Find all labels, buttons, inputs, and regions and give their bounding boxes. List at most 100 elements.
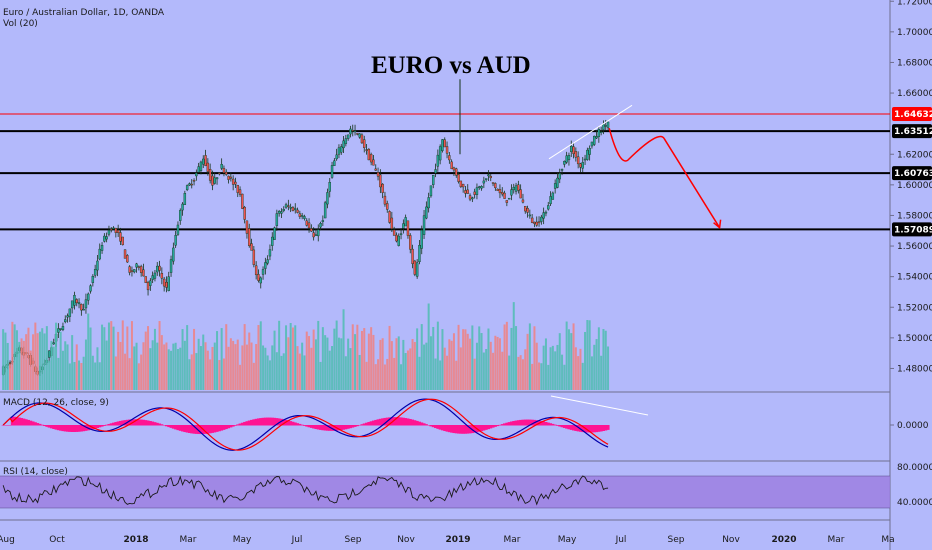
candle-body (227, 175, 230, 180)
rsi-legend[interactable]: RSI (14, close) (3, 467, 68, 477)
price-tick-label: 1.68000 (897, 58, 932, 68)
candle-body (271, 236, 274, 246)
macd-histogram-group (1, 416, 610, 435)
volume-bar (528, 323, 531, 390)
volume-bar (363, 328, 366, 390)
candle-body (204, 155, 207, 166)
macd-histogram-bar (406, 418, 410, 426)
volume-bar (549, 347, 552, 390)
volume-bar (266, 355, 269, 390)
volume-bar (533, 326, 536, 390)
macd-histogram-bar (351, 425, 355, 428)
macd-histogram-bar (523, 419, 527, 426)
candle-body (363, 139, 366, 148)
candle-body (181, 203, 184, 211)
volume-bar (492, 352, 495, 390)
candle-body (503, 192, 506, 199)
macd-histogram-bar (367, 421, 371, 426)
candle-body (225, 171, 228, 175)
volume-bar (420, 324, 423, 390)
volume-bar (427, 303, 430, 390)
macd-histogram-bar (210, 425, 214, 433)
x-axis-label: Nov (722, 535, 740, 545)
volume-bar (213, 342, 216, 390)
candle-body (418, 245, 421, 263)
volume-bar (554, 351, 557, 390)
macd-histogram-bar (555, 425, 559, 426)
volume-bar (156, 342, 159, 390)
macd-histogram-bar (521, 419, 525, 426)
macd-histogram-bar (231, 425, 235, 427)
volume-bar (354, 334, 357, 390)
macd-histogram-bar (530, 419, 534, 426)
volume-bar (462, 329, 465, 390)
macd-histogram-bar (6, 425, 10, 426)
volume-bar (282, 353, 285, 390)
candle-body (489, 176, 492, 179)
volume-bar (455, 360, 458, 390)
candle-body (98, 248, 101, 260)
macd-legend[interactable]: MACD (12, 26, close, 9) (3, 398, 109, 408)
macd-histogram-bar (332, 425, 336, 431)
candle-body (471, 197, 474, 200)
volume-bar (494, 335, 497, 390)
volume-bar (130, 321, 133, 390)
volume-bar (326, 337, 329, 390)
volume-bar (112, 326, 115, 390)
volume-bar (567, 329, 570, 390)
x-axis-label: Mar (504, 535, 521, 545)
candle-body (579, 163, 582, 168)
volume-bar (119, 341, 122, 390)
candle-body (103, 235, 106, 242)
macd-histogram-bar (337, 425, 341, 431)
macd-histogram-bar (245, 421, 249, 426)
candle-body (307, 222, 311, 229)
volume-bar (563, 364, 566, 390)
x-axis-label: May (558, 535, 577, 545)
candle-body (530, 217, 534, 223)
candle-body (386, 203, 389, 210)
candle-body (553, 183, 557, 189)
volume-bar (291, 327, 294, 390)
macd-histogram-bar (505, 422, 509, 426)
volume-bar (73, 361, 76, 390)
volume-bar (225, 324, 228, 390)
macd-histogram-bar (40, 424, 44, 426)
volume-bar (301, 342, 304, 390)
macd-histogram-bar (509, 421, 513, 426)
volume-bar (556, 344, 559, 390)
price-tick-label: 1.60000 (897, 181, 932, 191)
macd-histogram-bar (250, 419, 254, 426)
macd-histogram-bar (535, 420, 539, 426)
macd-histogram-bar (549, 423, 553, 426)
candle-body (388, 211, 391, 223)
candle-body (413, 260, 417, 275)
candle-body (206, 162, 210, 172)
macd-histogram-bar (353, 425, 357, 427)
macd-histogram-bar (56, 425, 60, 431)
macd-histogram-bar (417, 421, 421, 426)
macd-histogram-bar (344, 425, 348, 430)
candle-body (156, 265, 159, 273)
candle-body (415, 262, 419, 277)
macd-histogram-bar (576, 425, 580, 432)
volume-bar (531, 363, 534, 390)
volume-bar (197, 338, 200, 390)
volume-bar (68, 363, 71, 390)
candle-body (195, 172, 198, 177)
macd-histogram-bar (431, 425, 435, 428)
macd-histogram-bar (266, 417, 270, 426)
volume-legend[interactable]: Vol (20) (3, 19, 38, 29)
symbol-legend[interactable]: Euro / Australian Dollar, 1D, OANDA (3, 8, 165, 18)
price-tick-label: 1.62000 (897, 150, 932, 160)
macd-histogram-bar (164, 425, 168, 427)
volume-bar (570, 333, 573, 390)
x-axis-label: May (233, 535, 252, 545)
candle-body (222, 168, 226, 174)
candle-body (96, 260, 99, 271)
volume-bar (439, 360, 442, 390)
price-tick-label: 1.50000 (897, 334, 932, 344)
candle-body (280, 211, 283, 214)
candle-body (310, 228, 313, 232)
